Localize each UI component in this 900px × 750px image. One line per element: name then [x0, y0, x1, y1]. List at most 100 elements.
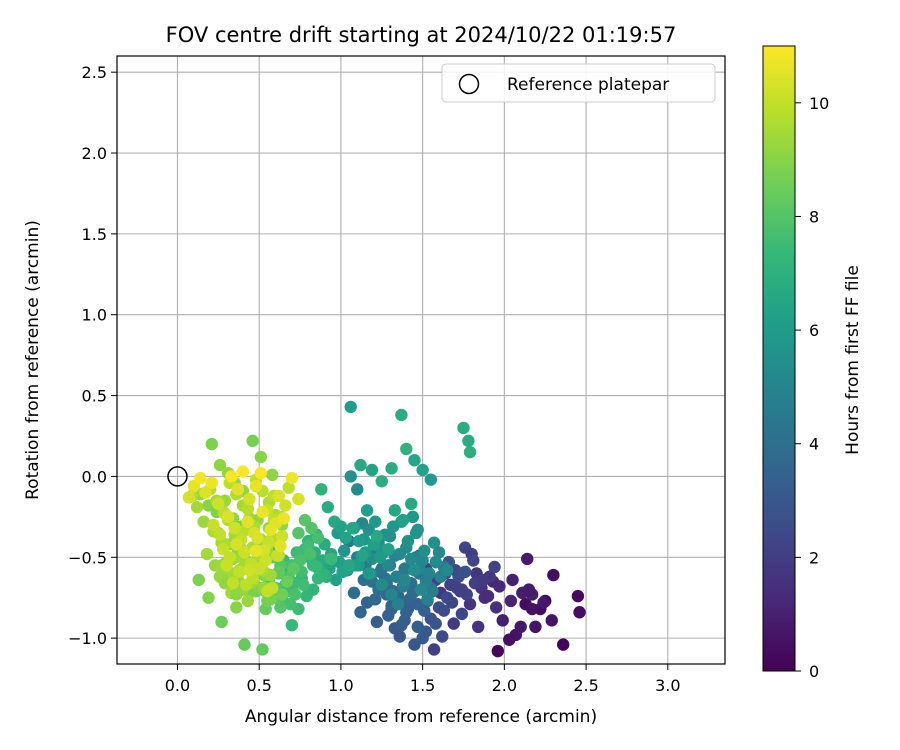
data-point-5-31 — [297, 578, 310, 591]
data-point-3-46 — [408, 564, 421, 577]
data-point-4-11 — [462, 434, 475, 448]
reference-point — [167, 466, 188, 487]
plot-frame — [116, 55, 726, 665]
data-point-0-13 — [521, 552, 534, 566]
data-point-2-10 — [393, 630, 406, 643]
data-point-2-14 — [411, 620, 424, 634]
data-point-3-1 — [351, 483, 364, 496]
data-point-4-35 — [370, 530, 384, 543]
legend: Reference platepar — [441, 63, 716, 103]
data-point-6-7 — [280, 575, 294, 588]
data-point-7-27 — [200, 547, 214, 561]
data-point-3-31 — [440, 564, 454, 577]
data-point-1-19 — [463, 597, 477, 611]
data-point-0-0 — [491, 644, 505, 658]
data-point-1-29 — [458, 565, 472, 579]
y-tick-label-6: −0.5 — [68, 548, 107, 567]
data-point-1-36 — [455, 583, 469, 596]
data-point-8-45 — [239, 578, 253, 591]
data-point-7-2 — [197, 515, 210, 528]
data-point-5-25 — [303, 547, 317, 561]
data-point-4-24 — [388, 504, 402, 517]
data-point-3-35 — [387, 520, 400, 533]
legend-marker-icon — [458, 73, 480, 95]
data-point-4-25 — [396, 513, 410, 527]
data-point-4-5 — [395, 408, 408, 422]
data-point-6-3 — [230, 601, 243, 614]
data-point-4-18 — [346, 521, 359, 535]
x-axis-label: Angular distance from reference (arcmin) — [245, 707, 597, 727]
data-point-6-8 — [287, 562, 300, 575]
data-point-4-34 — [362, 567, 375, 580]
data-point-4-4 — [385, 462, 398, 475]
data-point-8-35 — [251, 531, 264, 545]
data-point-8-26 — [256, 505, 269, 519]
data-point-2-45 — [395, 618, 408, 632]
data-point-8-15 — [272, 489, 286, 503]
data-point-8-24 — [241, 515, 254, 528]
x-tick-label-4: 2.0 — [492, 676, 517, 695]
y-tick-label-7: −1.0 — [68, 629, 107, 648]
data-point-4-3 — [375, 475, 388, 488]
data-point-4-7 — [408, 454, 421, 467]
data-point-3-43 — [385, 588, 398, 601]
data-point-5-10 — [324, 552, 338, 566]
data-point-0-8 — [545, 614, 558, 627]
data-point-1-16 — [436, 630, 449, 643]
reference-platepar-marker — [167, 466, 188, 487]
data-point-2-39 — [418, 604, 431, 617]
data-point-0-18 — [529, 620, 542, 634]
data-point-3-48 — [421, 593, 434, 606]
data-point-6-19 — [205, 437, 218, 451]
data-point-0-23 — [522, 583, 536, 596]
data-point-8-50 — [261, 585, 274, 598]
data-point-6-10 — [256, 643, 269, 656]
data-point-0-12 — [573, 606, 586, 619]
data-point-8-21 — [221, 510, 235, 524]
data-point-4-2 — [365, 463, 379, 477]
y-axis-label: Rotation from reference (arcmin) — [23, 220, 43, 500]
data-point-8-40 — [220, 559, 233, 572]
colorbar-tick-label-4: 8 — [809, 207, 819, 226]
data-point-1-37 — [481, 589, 495, 603]
data-point-3-23 — [382, 559, 395, 572]
data-point-8-2 — [194, 471, 207, 485]
data-point-8-51 — [249, 544, 263, 558]
data-point-3-42 — [375, 578, 388, 591]
data-point-8-19 — [207, 518, 220, 532]
data-point-5-36 — [284, 597, 297, 611]
data-point-8-17 — [285, 471, 299, 485]
data-point-1-31 — [476, 573, 490, 587]
data-point-4-42 — [342, 559, 356, 572]
data-point-8-29 — [275, 530, 289, 543]
data-point-1-33 — [429, 617, 442, 630]
data-point-3-38 — [409, 526, 423, 540]
data-point-4-1 — [354, 458, 367, 472]
scatter-points — [182, 400, 586, 658]
data-point-0-22 — [506, 573, 519, 587]
data-point-5-8 — [311, 531, 325, 545]
data-point-3-37 — [401, 534, 415, 548]
data-point-8-12 — [254, 466, 268, 480]
data-point-0-16 — [504, 594, 518, 608]
y-tick-label-2: 1.5 — [82, 225, 107, 244]
data-point-2-46 — [401, 602, 415, 616]
data-point-6-0 — [192, 573, 205, 587]
data-point-7-52 — [241, 594, 254, 608]
data-point-3-32 — [360, 504, 374, 517]
data-point-5-30 — [288, 588, 302, 601]
data-point-1-20 — [472, 620, 485, 634]
data-point-7-15 — [282, 481, 295, 494]
x-tick-label-5: 2.5 — [573, 676, 598, 695]
data-point-4-22 — [373, 551, 387, 564]
data-point-8-18 — [292, 492, 305, 506]
data-point-0-2 — [503, 633, 516, 646]
y-tick-label-5: 0.0 — [82, 467, 107, 486]
data-point-5-40 — [274, 601, 287, 614]
data-point-0-11 — [571, 589, 585, 603]
y-tick-label-3: 1.0 — [82, 306, 107, 325]
data-point-6-25 — [254, 450, 268, 464]
data-point-4-26 — [404, 497, 418, 511]
data-point-8-48 — [226, 576, 240, 590]
data-point-8-0 — [182, 491, 196, 504]
